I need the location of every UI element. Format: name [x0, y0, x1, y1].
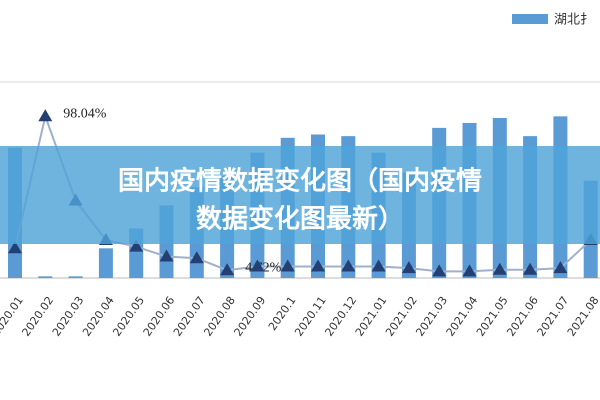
value-label: 98.04%: [63, 106, 107, 121]
line-marker: [8, 241, 22, 254]
line-marker: [401, 261, 416, 274]
line-marker: [250, 259, 265, 272]
legend-swatch: [512, 14, 548, 24]
line-marker: [311, 259, 325, 272]
line-marker: [432, 264, 447, 277]
line-marker: [371, 259, 386, 272]
line-marker: [492, 262, 507, 275]
line-marker: [341, 259, 356, 272]
line-marker: [280, 259, 295, 272]
value-label: 4.72%: [245, 260, 282, 275]
line-marker: [220, 263, 235, 276]
line-marker: [462, 264, 477, 277]
bar: [68, 276, 83, 278]
line-marker: [159, 249, 174, 262]
bar: [38, 276, 53, 278]
line-marker: [129, 239, 144, 252]
line-marker: [553, 261, 568, 274]
line-marker: [523, 262, 538, 275]
bar: [98, 248, 113, 278]
banner-line: 国内疫情数据变化图（国内疫情: [118, 166, 482, 197]
banner-band: [0, 146, 600, 244]
line-marker: [38, 109, 53, 122]
banner-line: 数据变化图最新）: [196, 204, 404, 235]
legend-label: 湖北扌: [554, 13, 593, 28]
line-marker: [189, 251, 204, 264]
